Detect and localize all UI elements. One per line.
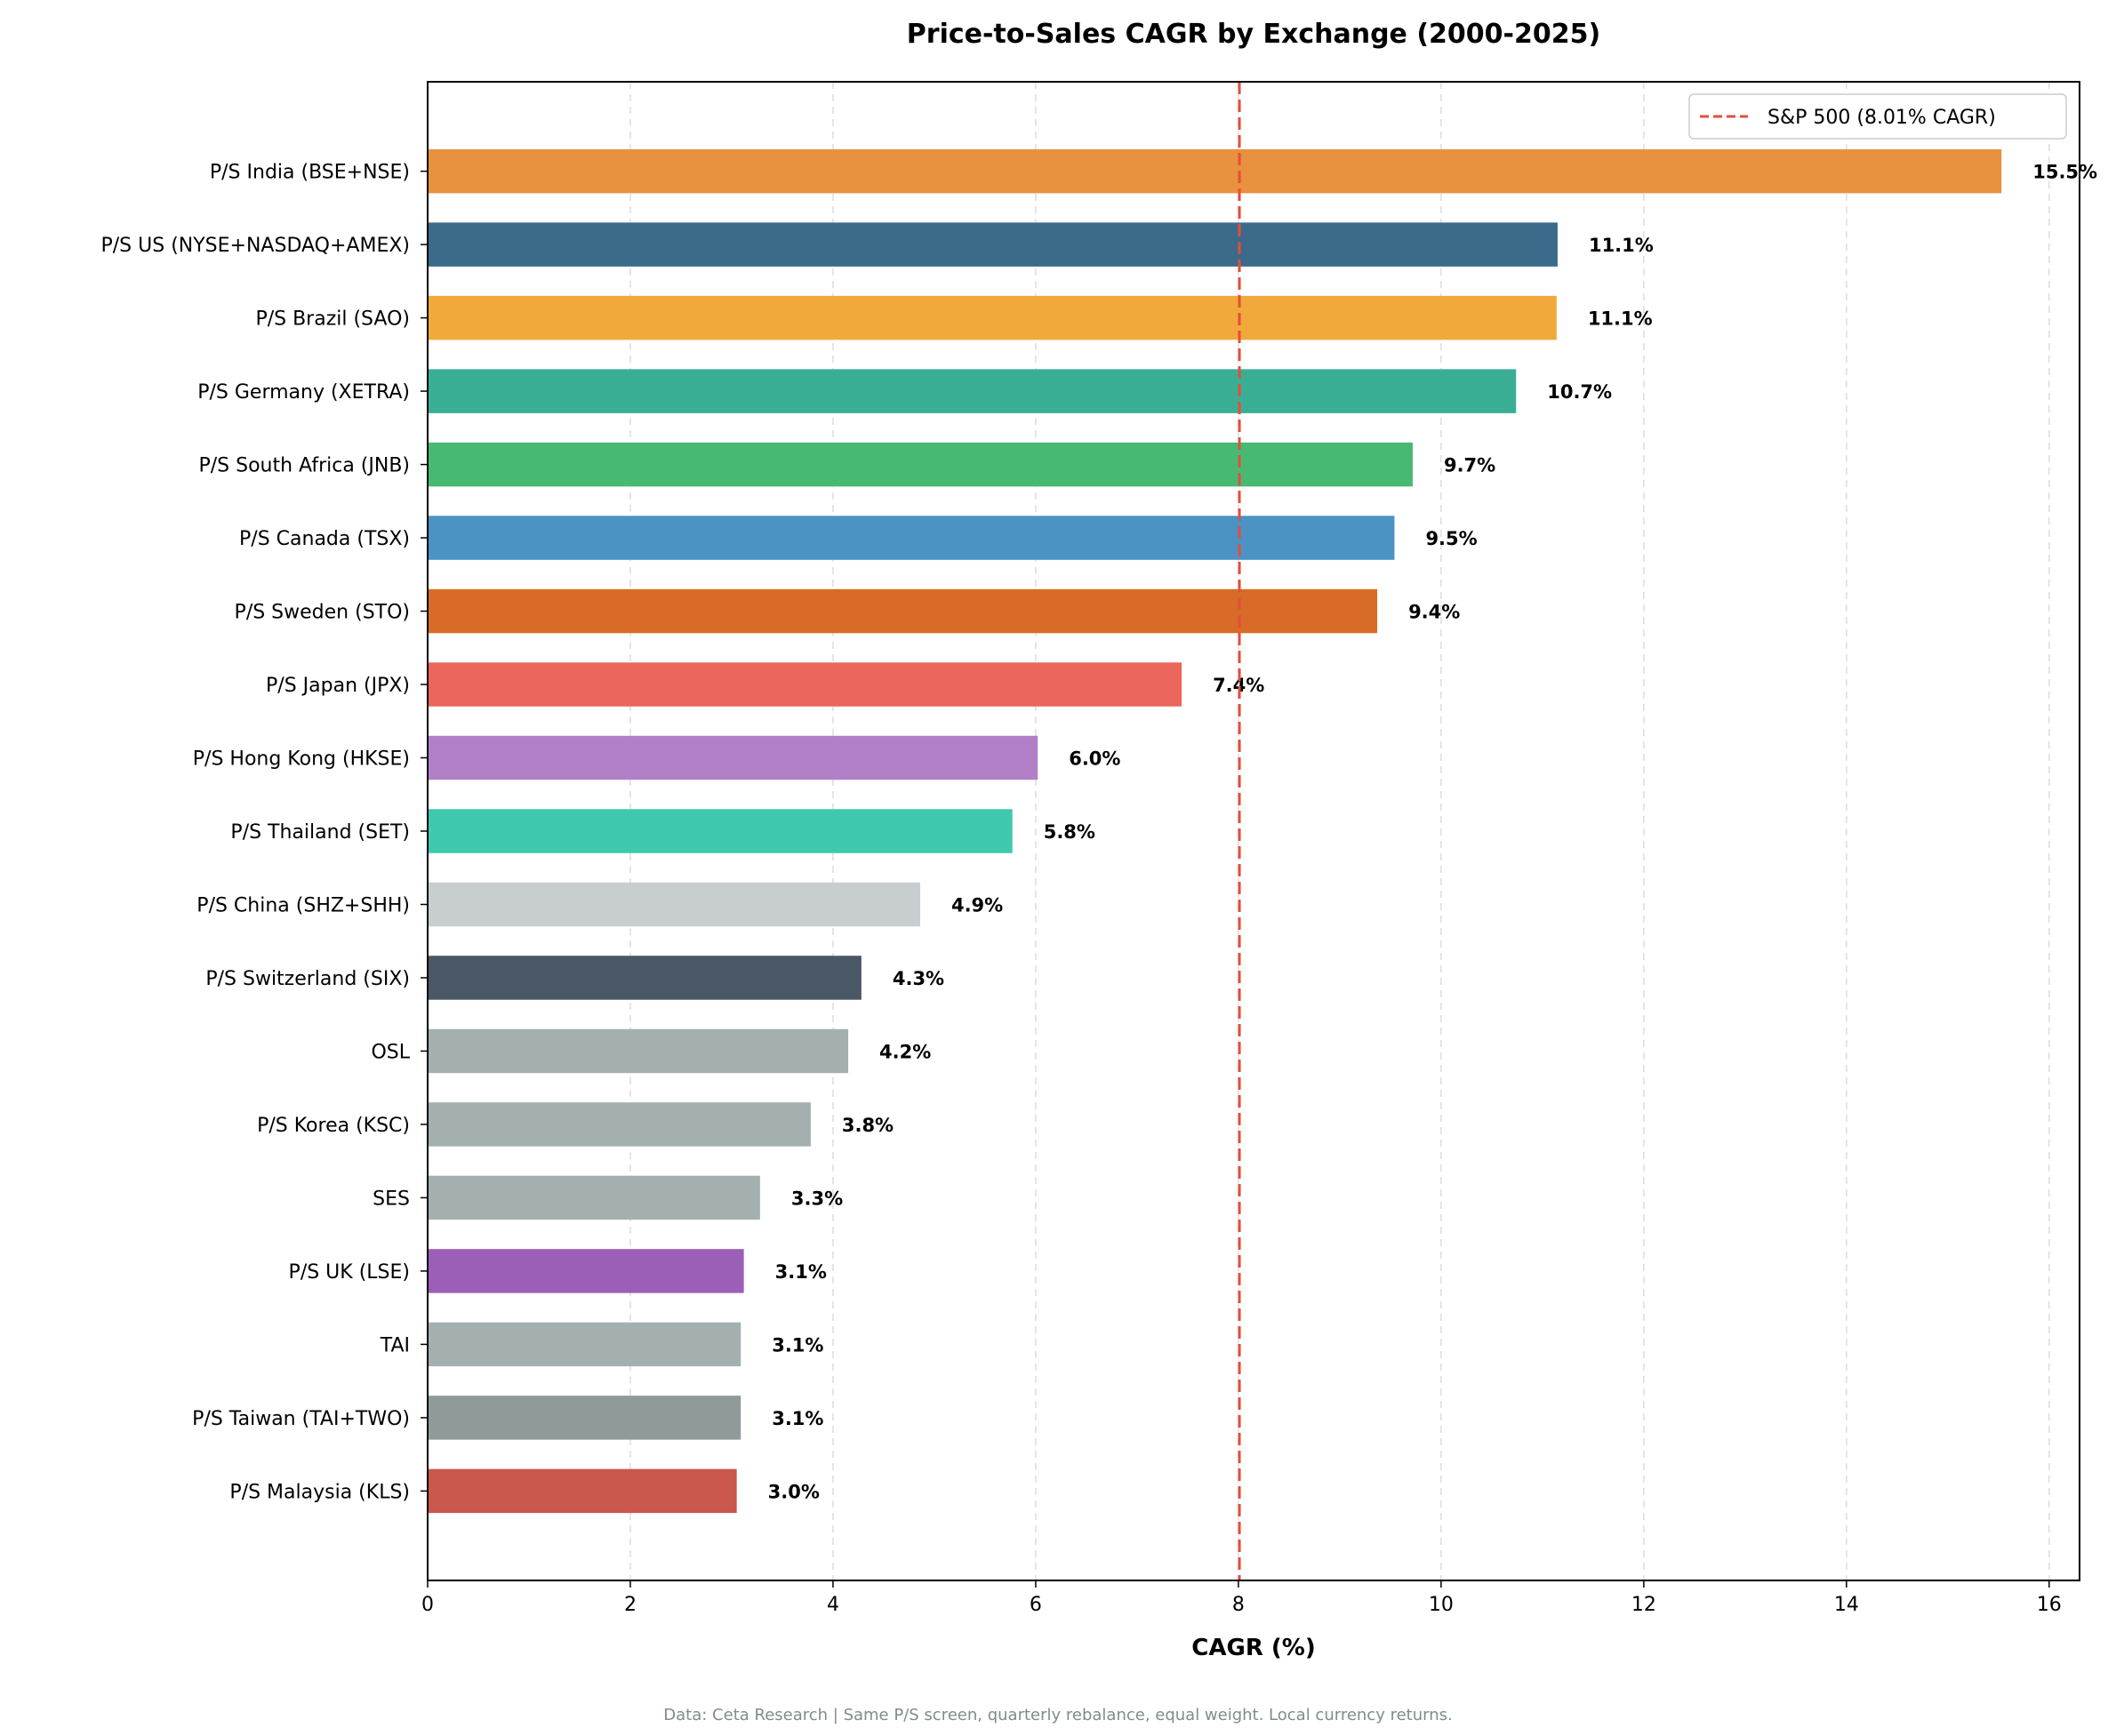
bar xyxy=(428,882,920,927)
bar-value-label: 3.1% xyxy=(772,1408,823,1429)
chart-title: Price-to-Sales CAGR by Exchange (2000-20… xyxy=(907,19,1600,50)
bar-value-label: 15.5% xyxy=(2032,162,2097,183)
bar-value-label: 3.0% xyxy=(768,1481,820,1502)
bar xyxy=(428,1396,741,1440)
bar xyxy=(428,222,1558,267)
bar-value-label: 3.1% xyxy=(772,1334,823,1356)
y-tick-label: TAI xyxy=(380,1334,410,1356)
bar xyxy=(428,735,1038,780)
y-tick-label: P/S Korea (KSC) xyxy=(257,1115,410,1137)
y-tick-label: P/S US (NYSE+NASDAQ+AMEX) xyxy=(101,235,411,257)
y-tick-label: P/S China (SHZ+SHH) xyxy=(196,894,410,916)
y-tick-label: SES xyxy=(373,1188,410,1210)
bar-value-label: 3.1% xyxy=(775,1261,827,1283)
legend: S&P 500 (8.01% CAGR) xyxy=(1688,93,2067,140)
x-tick-label: 4 xyxy=(827,1594,839,1616)
bar-value-label: 4.2% xyxy=(879,1041,931,1062)
y-tick-label: P/S India (BSE+NSE) xyxy=(210,162,410,184)
bar xyxy=(428,148,2002,194)
y-tick-label: OSL xyxy=(371,1041,410,1063)
bar-value-label: 3.8% xyxy=(842,1115,894,1136)
bar-value-label: 9.7% xyxy=(1444,455,1495,476)
x-tick-label: 10 xyxy=(1429,1594,1454,1616)
bar-value-label: 10.7% xyxy=(1547,381,1612,403)
bar xyxy=(428,1175,760,1220)
y-tick-label: P/S Canada (TSX) xyxy=(239,528,410,550)
bar xyxy=(428,588,1378,634)
y-tick-label: P/S Brazil (SAO) xyxy=(255,308,410,331)
bar-value-label: 11.1% xyxy=(1588,308,1653,330)
bar xyxy=(428,1249,744,1293)
y-tick-label: P/S Japan (JPX) xyxy=(266,675,410,697)
footnote: Data: Ceta Research | Same P/S screen, q… xyxy=(663,1706,1452,1724)
bar-value-label: 4.3% xyxy=(893,968,944,989)
y-tick-label: P/S Germany (XETRA) xyxy=(197,381,410,404)
y-tick-label: P/S Switzerland (SIX) xyxy=(205,968,410,990)
bar xyxy=(428,369,1517,413)
x-tick-label: 16 xyxy=(2037,1594,2062,1616)
x-tick-label: 12 xyxy=(1631,1594,1656,1616)
x-tick-label: 0 xyxy=(421,1594,434,1616)
x-tick-label: 8 xyxy=(1232,1594,1245,1616)
legend-box xyxy=(1688,93,2067,140)
bar-value-label: 6.0% xyxy=(1069,748,1120,770)
bar-value-label: 5.8% xyxy=(1044,821,1095,843)
y-tick-label: P/S Malaysia (KLS) xyxy=(229,1481,410,1503)
y-tick-label: P/S Taiwan (TAI+TWO) xyxy=(192,1408,410,1430)
y-tick-label: P/S Hong Kong (HKSE) xyxy=(193,748,410,771)
x-tick-label: 14 xyxy=(1834,1594,1859,1616)
bar xyxy=(428,1468,737,1514)
y-tick-label: P/S Sweden (STO) xyxy=(235,602,410,624)
bar xyxy=(428,295,1557,340)
bar-value-label: 9.5% xyxy=(1425,528,1477,549)
legend-label: S&P 500 (8.01% CAGR) xyxy=(1767,107,1996,129)
bar xyxy=(428,809,1013,853)
bar xyxy=(428,1102,811,1147)
x-tick-label: 2 xyxy=(624,1594,637,1616)
bar-value-label: 9.4% xyxy=(1408,602,1460,623)
bar xyxy=(428,956,862,1000)
y-tick-label: P/S UK (LSE) xyxy=(289,1261,410,1284)
y-tick-label: P/S South Africa (JNB) xyxy=(198,455,410,477)
bar xyxy=(428,442,1413,487)
bar-value-label: 4.9% xyxy=(951,894,1003,916)
x-axis-label: CAGR (%) xyxy=(1191,1635,1315,1661)
bar xyxy=(428,1322,741,1367)
bar xyxy=(428,1028,849,1074)
bar-value-label: 11.1% xyxy=(1589,235,1654,256)
bar xyxy=(428,516,1395,560)
bar xyxy=(428,662,1182,707)
y-tick-label: P/S Thailand (SET) xyxy=(230,821,410,844)
x-tick-label: 6 xyxy=(1030,1594,1042,1616)
bar-value-label: 3.3% xyxy=(791,1188,843,1209)
